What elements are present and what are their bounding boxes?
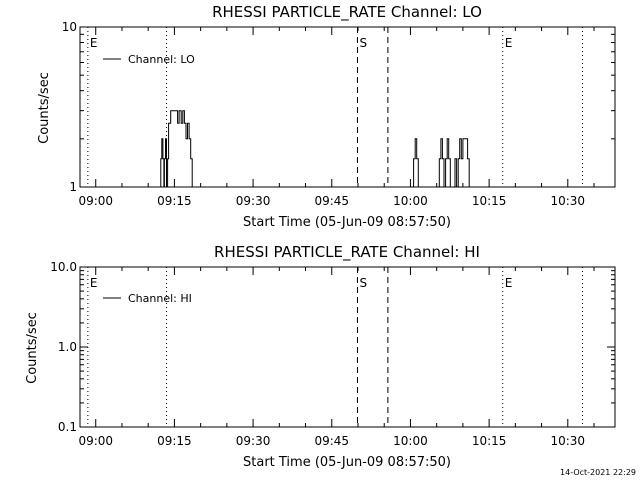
x-tick-label: 09:45 [314, 434, 349, 448]
marker-label: E [505, 36, 513, 50]
footer-timestamp: 14-Oct-2021 22:29 [560, 468, 636, 477]
x-tick-label: 09:00 [78, 194, 113, 208]
chart-title: RHESSI PARTICLE_RATE Channel: LO [212, 3, 482, 22]
x-axis-label: Start Time (05-Jun-09 08:57:50) [243, 455, 451, 470]
y-tick-label: 10 [62, 20, 77, 34]
panel-hi: RHESSI PARTICLE_RATE Channel: HI Start T… [25, 243, 616, 470]
x-tick-label: 10:15 [472, 434, 507, 448]
x-axis-label: Start Time (05-Jun-09 08:57:50) [243, 215, 451, 230]
x-tick-label: 10:15 [472, 194, 507, 208]
x-tick-label: 09:00 [78, 434, 113, 448]
marker-label: E [90, 276, 98, 290]
panel-lo: RHESSI PARTICLE_RATE Channel: LO Start T… [37, 3, 616, 230]
x-tick-label: 10:00 [393, 434, 428, 448]
x-tick-label: 10:30 [550, 434, 585, 448]
x-tick-label: 09:30 [236, 194, 271, 208]
x-tick-label: 09:15 [157, 194, 192, 208]
marker-label: E [90, 36, 98, 50]
marker-label: S [359, 36, 367, 50]
y-tick-label: 0.1 [58, 420, 77, 434]
x-tick-label: 09:15 [157, 434, 192, 448]
legend-label: Channel: LO [128, 53, 195, 66]
x-tick-label: 10:30 [550, 194, 585, 208]
x-tick-label: 09:30 [236, 434, 271, 448]
plot-frame [79, 266, 616, 428]
marker-label: S [359, 276, 367, 290]
legend-label: Channel: HI [128, 292, 192, 305]
y-tick-label: 1.0 [58, 340, 77, 354]
y-tick-label: 10.0 [50, 260, 77, 274]
chart-title: RHESSI PARTICLE_RATE Channel: HI [214, 243, 480, 262]
x-tick-label: 10:00 [393, 194, 428, 208]
plot-frame [79, 26, 616, 188]
y-axis-label: Counts/sec [37, 72, 52, 144]
x-tick-label: 09:45 [314, 194, 349, 208]
marker-label: E [505, 276, 513, 290]
y-tick-label: 1 [69, 180, 77, 194]
y-axis-label: Counts/sec [25, 312, 40, 384]
series-line [87, 110, 597, 188]
